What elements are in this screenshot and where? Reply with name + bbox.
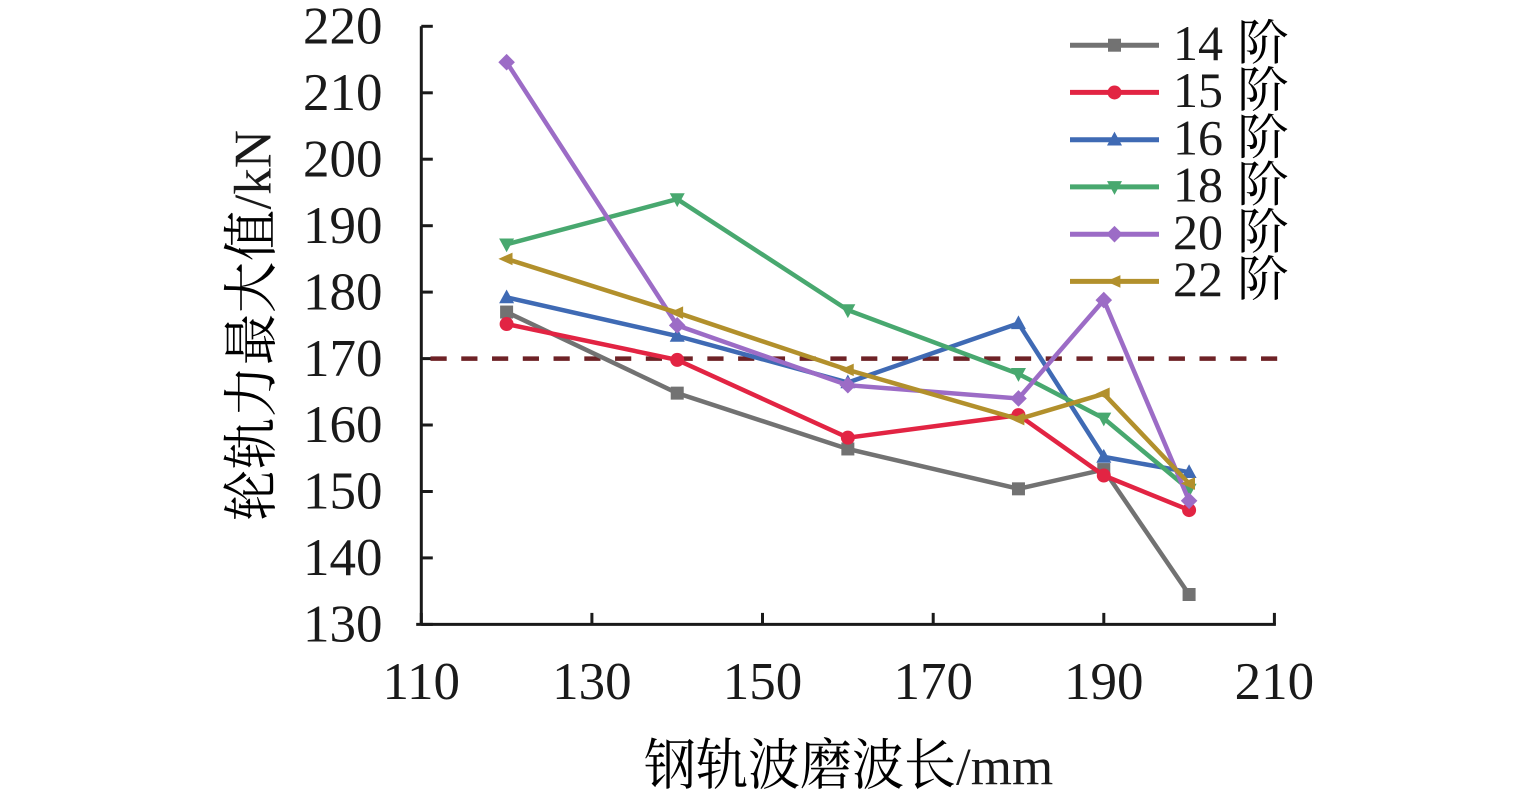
svg-text:150: 150: [303, 463, 383, 521]
svg-text:22: 22: [1173, 251, 1223, 307]
svg-text:170: 170: [893, 653, 973, 711]
svg-text:190: 190: [303, 197, 383, 255]
svg-text:200: 200: [303, 130, 383, 188]
svg-text:110: 110: [383, 653, 461, 711]
svg-text:180: 180: [303, 263, 383, 321]
svg-text:18: 18: [1173, 157, 1223, 213]
svg-text:/mm: /mm: [956, 739, 1053, 797]
svg-text:16: 16: [1173, 109, 1223, 165]
svg-text:190: 190: [1064, 653, 1144, 711]
svg-text:14: 14: [1173, 15, 1223, 71]
svg-text:160: 160: [303, 396, 383, 454]
svg-text:20: 20: [1173, 204, 1223, 260]
svg-text:15: 15: [1173, 62, 1223, 118]
svg-text:/kN: /kN: [225, 130, 283, 210]
svg-text:140: 140: [303, 529, 383, 587]
svg-text:130: 130: [552, 653, 632, 711]
svg-text:130: 130: [303, 596, 383, 654]
svg-text:150: 150: [723, 653, 803, 711]
svg-text:170: 170: [303, 330, 383, 388]
svg-text:210: 210: [303, 64, 383, 122]
svg-text:210: 210: [1235, 653, 1315, 711]
svg-text:220: 220: [303, 0, 383, 56]
